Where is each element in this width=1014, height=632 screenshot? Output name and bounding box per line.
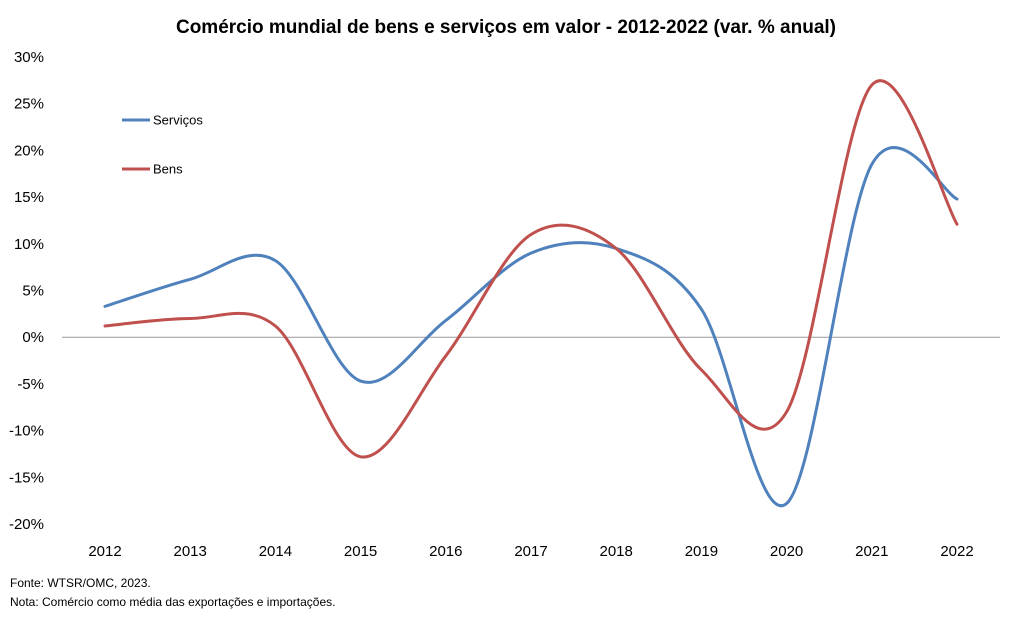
y-tick-label: 20% — [14, 142, 44, 159]
y-tick-label: 0% — [22, 329, 44, 346]
chart-axes: 30% 25% 20% 15% 10% 5% 0% -5% -10% -15% -20% 2012 20… — [9, 49, 1000, 560]
legend-label-bens: Bens — [153, 162, 183, 177]
x-tick-label: 2020 — [770, 543, 803, 560]
legend-label-servicos: Serviços — [153, 113, 203, 128]
x-tick-label: 2016 — [429, 543, 462, 560]
x-tick-label: 2013 — [174, 543, 207, 560]
y-tick-label: 25% — [14, 96, 44, 113]
chart-series — [103, 79, 959, 508]
x-tick-label: 2019 — [685, 543, 718, 560]
x-tick-label: 2018 — [600, 543, 633, 560]
chart-notes: Fonte: WTSR/OMC, 2023. Nota: Comércio co… — [10, 574, 335, 612]
y-tick-label: 30% — [14, 49, 44, 66]
x-tick-label: 2015 — [344, 543, 377, 560]
y-tick-label: -10% — [9, 423, 44, 440]
y-tick-label: -20% — [9, 516, 44, 533]
x-tick-label: 2014 — [259, 543, 292, 560]
x-tick-label: 2021 — [855, 543, 888, 560]
source-note: Fonte: WTSR/OMC, 2023. — [10, 576, 151, 590]
x-tick-label: 2017 — [514, 543, 547, 560]
y-tick-label: 15% — [14, 189, 44, 206]
series-line-servicos — [103, 146, 959, 508]
footnote: Nota: Comércio como média das exportaçõe… — [10, 595, 336, 609]
y-tick-label: 5% — [22, 283, 44, 300]
y-tick-label: 10% — [14, 236, 44, 253]
x-tick-label: 2022 — [940, 543, 973, 560]
series-line-bens — [103, 79, 959, 459]
x-tick-label: 2012 — [88, 543, 121, 560]
chart-title: Comércio mundial de bens e serviços em v… — [176, 17, 836, 38]
chart-legend: Serviços Bens — [122, 113, 203, 177]
y-tick-label: -15% — [9, 469, 44, 486]
y-tick-label: -5% — [17, 376, 44, 393]
